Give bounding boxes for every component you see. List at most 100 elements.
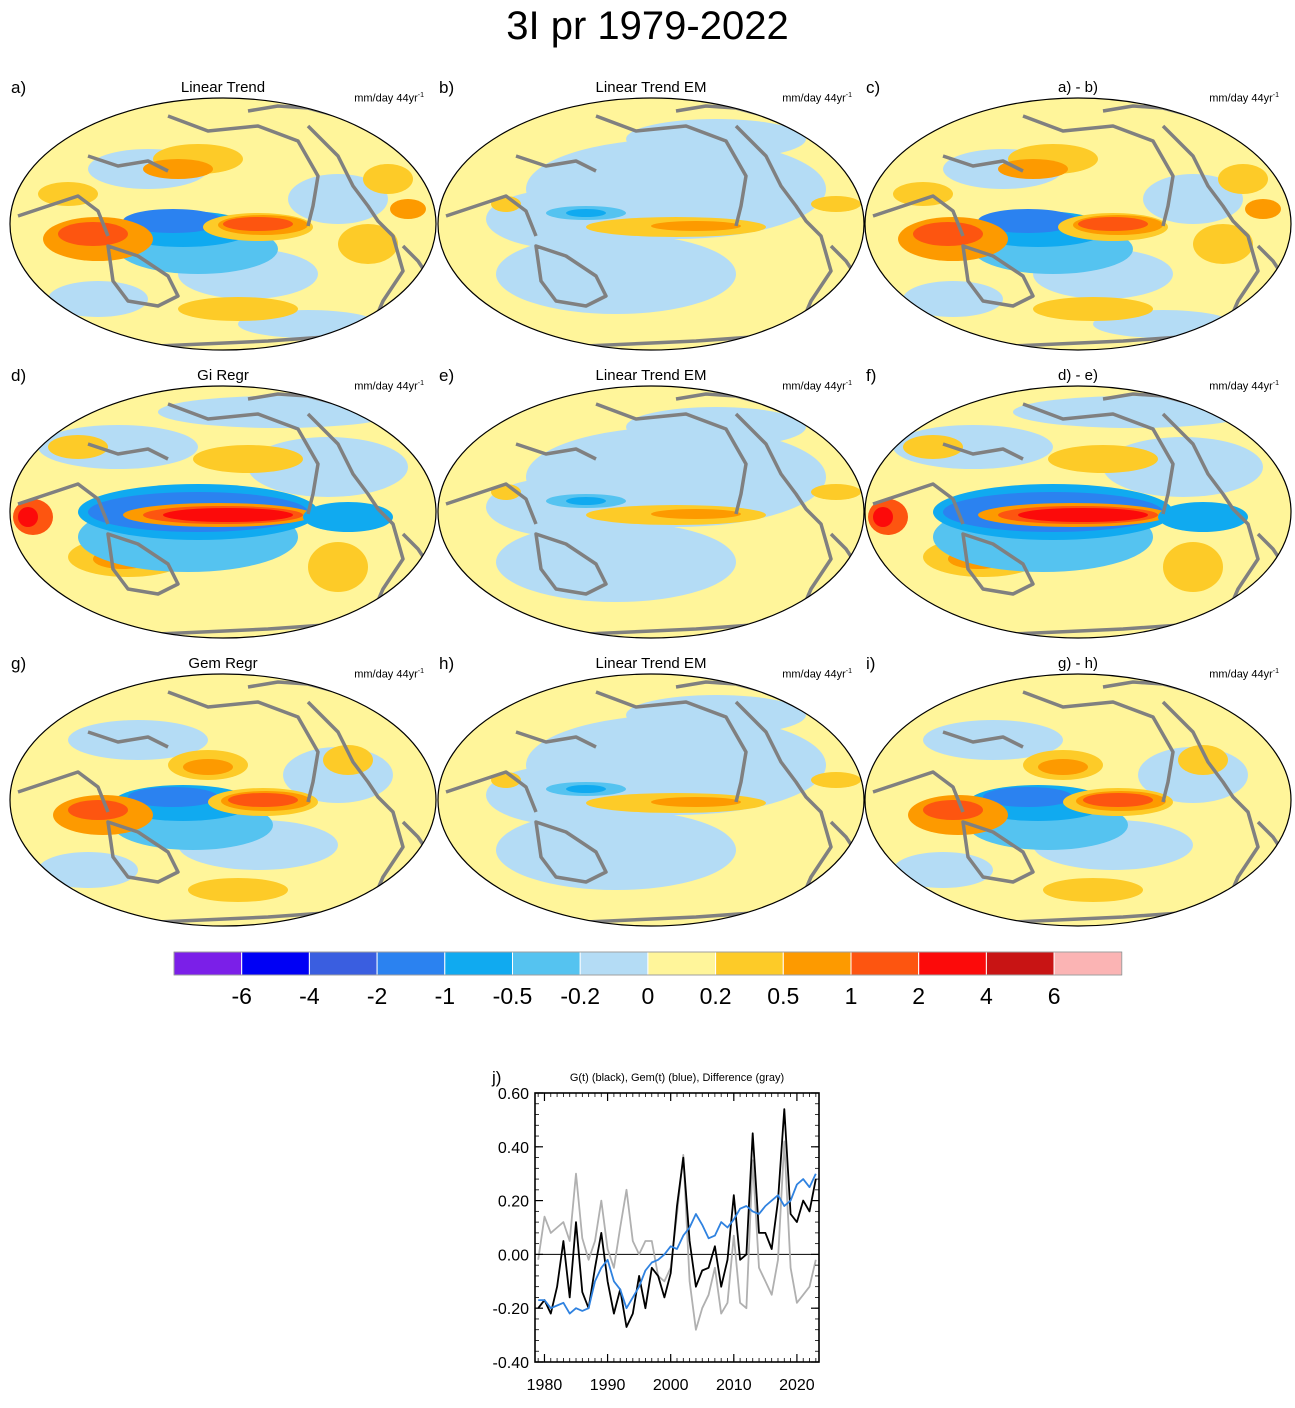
field-blob [143, 159, 213, 179]
coastline [445, 482, 538, 525]
coastline [942, 442, 1024, 461]
field-blob [303, 502, 393, 532]
panel-units: mm/day 44yr-1 [1209, 92, 1279, 105]
field-blob [48, 435, 108, 459]
map-border [437, 673, 865, 927]
map-panel-h: h) Linear Trend EM mm/day 44yr-1 [436, 654, 866, 927]
coastline [942, 154, 1024, 173]
panel-units: mm/day 44yr-1 [782, 92, 852, 105]
colorbar-label: -1 [435, 983, 455, 1009]
coastline [595, 402, 748, 515]
field-blob [651, 221, 741, 231]
map-border [864, 385, 1292, 639]
coastline [942, 730, 1024, 749]
map-plot [437, 673, 865, 927]
coastline [534, 244, 608, 308]
map-panel-c: c) a) - b) mm/day 44yr-1 [863, 78, 1293, 351]
field-blob [183, 759, 233, 775]
coastline [445, 194, 538, 237]
coastline [87, 730, 169, 749]
map-plot [9, 97, 437, 351]
panel-title: g) - h) [1057, 655, 1098, 672]
coastline [515, 442, 597, 461]
field-blob [58, 222, 128, 246]
panel-title: Linear Trend EM [595, 367, 707, 384]
field-blob [923, 800, 983, 820]
coastline [17, 770, 110, 813]
field-blob [323, 745, 373, 775]
panel-title: Gi Regr [197, 367, 249, 384]
colorbar-label: 4 [980, 983, 993, 1009]
field-blob [390, 199, 426, 219]
field-blob [566, 785, 606, 793]
field-blob [1043, 878, 1143, 902]
x-tick-label: 1980 [527, 1377, 563, 1394]
coastline [17, 482, 110, 525]
map-border [864, 97, 1292, 351]
y-tick-label: -0.20 [493, 1301, 530, 1318]
field-blob [228, 793, 298, 807]
coastline [961, 244, 1035, 308]
field-blob [123, 209, 223, 233]
panel-letter: f) [866, 366, 877, 385]
panel-letter: e) [439, 366, 455, 385]
map-plot [864, 97, 1292, 351]
coastline [17, 194, 110, 237]
field-blob [1218, 164, 1268, 194]
field-blob [811, 484, 861, 500]
panel-letter: a) [11, 78, 27, 97]
panel-units: mm/day 44yr-1 [354, 668, 424, 681]
coastline [534, 532, 608, 596]
field-blob [223, 217, 293, 231]
panel-title: Gem Regr [188, 655, 258, 672]
field-blob [1193, 224, 1253, 264]
colorbar-frame [173, 951, 1123, 976]
coastline [515, 154, 597, 173]
map-panel-f: f) d) - e) mm/day 44yr-1 [863, 366, 1293, 639]
coastline [306, 124, 405, 337]
field-blob [566, 209, 606, 217]
panel-units: mm/day 44yr-1 [1209, 668, 1279, 681]
colorbar-label: 2 [912, 983, 925, 1009]
colorbar-label: -4 [299, 983, 320, 1009]
field-blob [18, 507, 38, 527]
colorbar-label: -0.5 [493, 983, 533, 1009]
field-blob [68, 800, 128, 820]
coastline [167, 690, 320, 803]
panel-letter: g) [11, 654, 27, 673]
series-line-gt [537, 1108, 817, 1328]
field-blob [998, 159, 1068, 179]
y-tick-label: 0.00 [498, 1247, 529, 1264]
field-blob [873, 507, 893, 527]
field-blob [1033, 297, 1153, 321]
field-blob [651, 797, 741, 807]
field-blob [1158, 502, 1248, 532]
map-panel-e: e) Linear Trend EM mm/day 44yr-1 [436, 366, 866, 639]
coastline [445, 770, 538, 813]
y-tick-label: 0.40 [498, 1140, 529, 1157]
x-tick-label: 2020 [779, 1377, 815, 1394]
colorbar-label: -2 [367, 983, 387, 1009]
colorbar-label: 0.2 [700, 983, 732, 1009]
field-blob [811, 772, 861, 788]
map-plot [864, 673, 1292, 927]
panel-units: mm/day 44yr-1 [354, 380, 424, 393]
field-blob [38, 852, 138, 888]
field-blob [1245, 199, 1281, 219]
field-blob [983, 787, 1073, 807]
coastline [1161, 124, 1260, 337]
panel-units: mm/day 44yr-1 [354, 92, 424, 105]
panel-title: Linear Trend [180, 79, 266, 96]
coastline [734, 412, 833, 625]
map-plot [864, 385, 1292, 639]
coastline [1022, 402, 1175, 515]
y-tick-label: -0.40 [493, 1355, 530, 1372]
coastline [106, 244, 180, 308]
coastline [1161, 412, 1260, 625]
figure-title: 3I pr 1979-2022 [506, 4, 789, 48]
field-blob [163, 508, 293, 522]
colorbar: -6 -4 -2 -1 -0.5 -0.2 0 0.2 0.5 1 2 4 6 [173, 951, 1123, 1009]
colorbar-label: 0.5 [767, 983, 799, 1009]
map-border [9, 673, 437, 927]
